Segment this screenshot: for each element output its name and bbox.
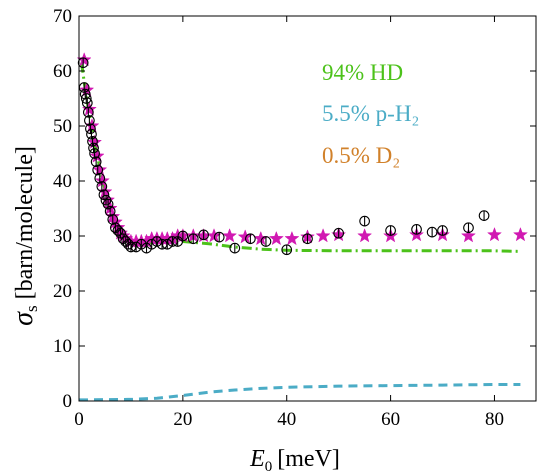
y-axis-label: σs [barn/molecule] — [8, 146, 41, 326]
data-point-star — [315, 228, 331, 243]
data-point-circle — [98, 189, 110, 201]
series-line-3 — [78, 383, 521, 402]
y-tick-label: 20 — [53, 281, 72, 302]
x-tick-label: 0 — [74, 409, 84, 430]
x-axis-label-unit: [meV] — [277, 446, 340, 472]
plot-area — [79, 16, 536, 401]
y-tick-label: 40 — [53, 171, 72, 192]
y-axis-label-subscript: s — [22, 305, 41, 312]
data-point-star — [357, 228, 373, 243]
data-point-star — [222, 228, 238, 243]
y-tick-label: 50 — [53, 116, 72, 137]
data-point-star — [268, 230, 284, 246]
data-point-circle — [359, 215, 370, 227]
data-point-circle — [333, 227, 345, 239]
data-point-circle — [88, 142, 99, 154]
y-axis-label-unit: [barn/molecule] — [12, 146, 38, 299]
series-layer — [76, 52, 528, 402]
x-axis-label: E0 [meV] — [249, 446, 340, 475]
x-tick-label: 20 — [173, 409, 192, 430]
data-point-circle — [85, 123, 96, 135]
axes-frame — [78, 15, 537, 402]
data-point-circle — [437, 225, 448, 236]
legend-label-hd: 94% HD — [322, 60, 403, 85]
data-point-circle — [411, 224, 422, 235]
data-point-circle — [426, 226, 438, 238]
plot-background — [79, 16, 536, 401]
y-tick-label: 10 — [53, 336, 72, 357]
data-point-circle — [115, 227, 126, 239]
data-point-circle — [94, 172, 106, 184]
data-point-circle — [302, 233, 313, 245]
data-point-circle — [229, 242, 241, 254]
data-point-star — [460, 228, 476, 243]
y-tick-label: 60 — [53, 61, 72, 82]
data-point-circle — [96, 181, 108, 192]
x-axis-label-subscript: 0 — [265, 459, 273, 475]
data-point-circle — [385, 225, 396, 236]
data-point-circle — [245, 233, 256, 245]
y-tick-label: 30 — [53, 226, 72, 247]
data-point-circle — [177, 230, 189, 242]
data-point-circle — [281, 244, 293, 256]
data-point-circle — [86, 128, 97, 140]
data-point-circle — [260, 236, 272, 247]
x-tick-label: 40 — [277, 409, 296, 430]
data-point-star — [94, 173, 110, 188]
data-point-star — [89, 148, 105, 163]
data-point-circle — [463, 222, 474, 234]
y-axis-label-symbol: σ — [8, 311, 39, 326]
data-point-star — [284, 230, 300, 246]
axes-layer: 0 20 40 60 80 0 10 20 30 40 50 60 70 — [53, 6, 537, 430]
legend: 94% HD 5.5% p-H₂ 0.5% D₂ — [322, 60, 419, 168]
data-point-circle — [213, 231, 225, 243]
data-point-circle — [77, 57, 89, 69]
data-point-circle — [92, 164, 104, 176]
legend-label-ph2: 5.5% p-H₂ — [322, 101, 419, 126]
data-point-star — [512, 226, 528, 242]
data-point-circle — [187, 233, 199, 245]
y-tick-label: 0 — [63, 391, 73, 412]
data-point-star — [486, 226, 502, 242]
y-tick-label: 70 — [53, 6, 72, 27]
x-axis-label-symbol: E — [249, 446, 265, 472]
legend-label-d2: 0.5% D₂ — [322, 143, 400, 168]
data-point-circle — [478, 210, 490, 221]
x-tick-label: 80 — [485, 409, 504, 430]
data-point-circle — [198, 229, 209, 241]
data-point-circle — [122, 238, 134, 250]
data-point-circle — [87, 136, 98, 147]
data-point-circle — [112, 225, 124, 236]
x-tick-label: 60 — [381, 409, 400, 430]
